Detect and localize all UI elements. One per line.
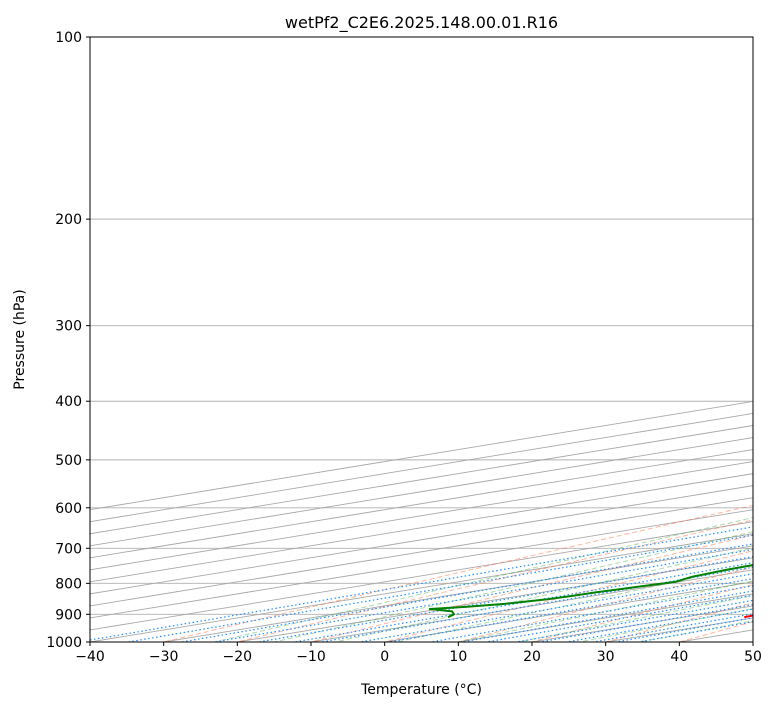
- isotherm-line: [90, 473, 753, 583]
- x-tick-label: −20: [223, 649, 253, 665]
- isotherm-line: [90, 485, 753, 595]
- mixing-ratio-line: [356, 573, 753, 642]
- y-tick-label: 500: [55, 453, 82, 469]
- mixing-ratio-line: [385, 578, 753, 642]
- x-tick-label: 20: [523, 649, 541, 665]
- x-axis-ticks: −40 −30 −20 −10 0 10 20 30 40 50: [75, 642, 762, 665]
- x-axis-label: Temperature (°C): [360, 682, 482, 698]
- dry-adiabat: [161, 504, 753, 642]
- y-tick-label: 400: [55, 394, 82, 410]
- mixing-ratio-line: [427, 585, 753, 642]
- y-tick-label: 300: [55, 319, 82, 335]
- isotherm-line: [90, 533, 753, 642]
- mixing-ratio-lines: [90, 526, 753, 642]
- x-tick-label: 0: [380, 649, 389, 665]
- y-tick-label: 1000: [46, 635, 82, 651]
- moist-adiabat: [272, 531, 753, 642]
- mixing-ratio-line: [90, 526, 753, 641]
- y-tick-label: 200: [55, 212, 82, 228]
- dewpoint-profile: [428, 564, 753, 619]
- y-tick-label: 900: [55, 607, 82, 623]
- x-tick-label: 10: [449, 649, 467, 665]
- dry-adiabat: [530, 584, 753, 642]
- x-tick-label: −40: [75, 649, 105, 665]
- mixing-ratio-line: [254, 556, 753, 642]
- moist-adiabat: [516, 595, 753, 642]
- x-tick-label: 30: [597, 649, 615, 665]
- y-tick-label: 700: [55, 541, 82, 557]
- isotherm-line: [90, 509, 753, 619]
- moist-adiabat: [212, 517, 753, 642]
- chart-title: wetPf2_C2E6.2025.148.00.01.R16: [285, 13, 558, 33]
- y-tick-label: 600: [55, 501, 82, 517]
- x-tick-label: 40: [670, 649, 688, 665]
- y-axis-ticks: 100 200 300 400 500 600 700 800 900 1000: [46, 30, 90, 651]
- isotherm-line: [90, 461, 753, 571]
- skewed-isotherms: [90, 400, 753, 642]
- isotherm-line: [160, 545, 753, 642]
- isotherm-line: [90, 449, 753, 559]
- isotherm-line: [90, 521, 753, 631]
- y-axis-label: Pressure (hPa): [12, 289, 28, 389]
- dry-adiabat: [456, 566, 753, 642]
- mixing-ratio-line: [483, 594, 753, 642]
- y-tick-label: 800: [55, 576, 82, 592]
- mixing-ratio-line: [291, 562, 753, 642]
- y-tick-label: 100: [55, 30, 82, 46]
- x-tick-label: 50: [744, 649, 762, 665]
- isotherm-line: [90, 497, 753, 607]
- mixing-ratio-line: [124, 534, 753, 642]
- mixing-ratio-line: [458, 590, 753, 642]
- x-tick-label: −30: [149, 649, 179, 665]
- axes-frame: [89, 36, 754, 643]
- x-tick-label: −10: [296, 649, 326, 665]
- sounding-profiles: [428, 564, 753, 619]
